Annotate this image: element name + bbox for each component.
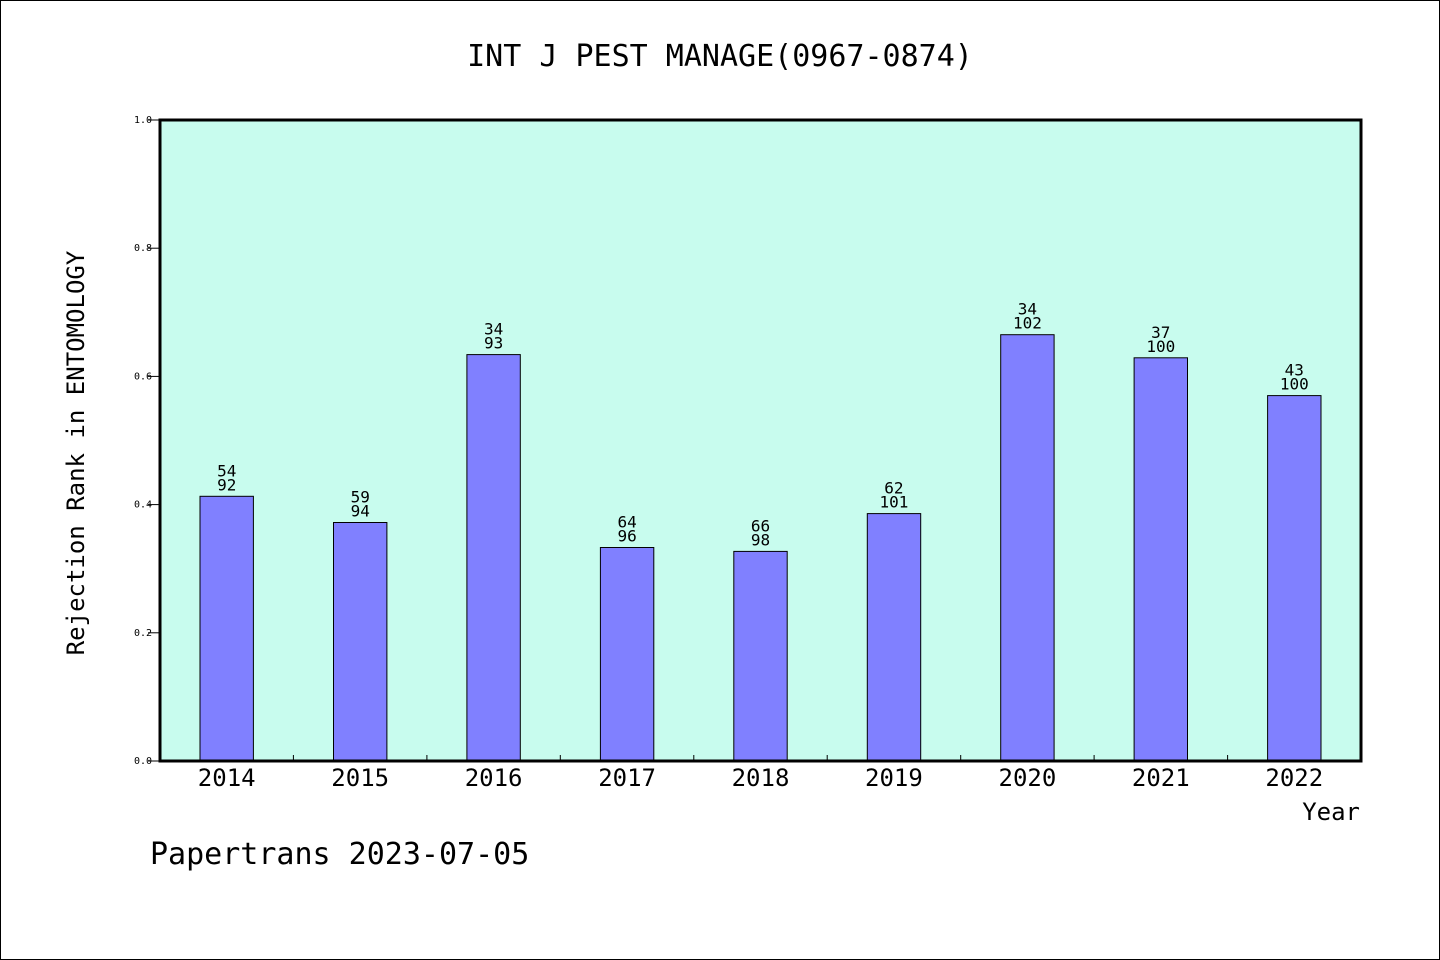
x-tick-label-2022: 2022: [1265, 764, 1323, 792]
bar-label-bottom-2018: 98: [751, 530, 770, 549]
bar-2017: [599, 547, 655, 762]
bar-2021: [1133, 357, 1188, 762]
bar-2014: [199, 495, 254, 762]
bar-2020: [1000, 334, 1055, 762]
bar-2015: [333, 522, 388, 762]
y-tick-label: 1.0: [134, 115, 152, 126]
bar-label-top-2017: 64: [617, 513, 636, 532]
bars-layer: [199, 334, 1322, 762]
x-tick-label-2020: 2020: [999, 764, 1057, 792]
bar-label-bottom-2022: 100: [1280, 375, 1309, 394]
x-tick-label-2018: 2018: [732, 764, 790, 792]
x-tick-label-2017: 2017: [598, 764, 656, 792]
y-tick-label: 0.8: [134, 243, 152, 254]
chart-title: INT J PEST MANAGE(0967-0874): [467, 39, 973, 74]
y-tick-label: 0.6: [134, 371, 152, 382]
x-axis-ticks: 2014 2015 2016 2017 2018 2019 2020 2021 2022: [198, 755, 1323, 792]
y-tick-label: 0.0: [134, 756, 152, 767]
bar-label-top-2016: 34: [484, 320, 503, 339]
bar-2019: [866, 513, 922, 762]
bar-label-top-2021: 37: [1151, 323, 1170, 342]
bar-label-bottom-2017: 96: [617, 527, 636, 546]
y-axis-ticks: 0.0 0.2 0.4 0.6 0.8 1.0: [134, 115, 160, 767]
bar-label-top-2018: 66: [751, 516, 770, 535]
bar-label-bottom-2020: 102: [1013, 314, 1042, 333]
bar-label-bottom-2016: 93: [484, 334, 503, 353]
plot-border: [158, 118, 1363, 763]
bar-2018: [733, 550, 788, 762]
bar-label-bottom-2021: 100: [1146, 337, 1175, 356]
x-tick-label-2015: 2015: [331, 764, 389, 792]
y-axis-label: Rejection Rank in ENTOMOLOGY: [62, 250, 90, 655]
bar-label-top-2015: 59: [351, 488, 370, 507]
bar-label-top-2022: 43: [1285, 361, 1304, 380]
x-tick-label-2019: 2019: [865, 764, 923, 792]
bar-2022: [1267, 395, 1322, 762]
x-tick-label-2016: 2016: [465, 764, 523, 792]
bar-label-top-2019: 62: [884, 479, 903, 498]
bar-label-bottom-2015: 94: [351, 502, 370, 521]
x-axis-label: Year: [1302, 798, 1360, 826]
x-tick-label-2021: 2021: [1132, 764, 1190, 792]
y-tick-label: 0.4: [134, 500, 152, 511]
bar-label-top-2014: 54: [217, 461, 236, 480]
bar-label-bottom-2014: 92: [217, 475, 236, 494]
bar-label-bottom-2019: 101: [879, 493, 908, 512]
bar-label-top-2020: 34: [1018, 300, 1037, 319]
bar-2016: [466, 354, 521, 762]
x-tick-label-2014: 2014: [198, 764, 256, 792]
y-tick-label: 0.2: [134, 628, 152, 639]
footer-stamp: Papertrans 2023-07-05: [150, 837, 529, 872]
